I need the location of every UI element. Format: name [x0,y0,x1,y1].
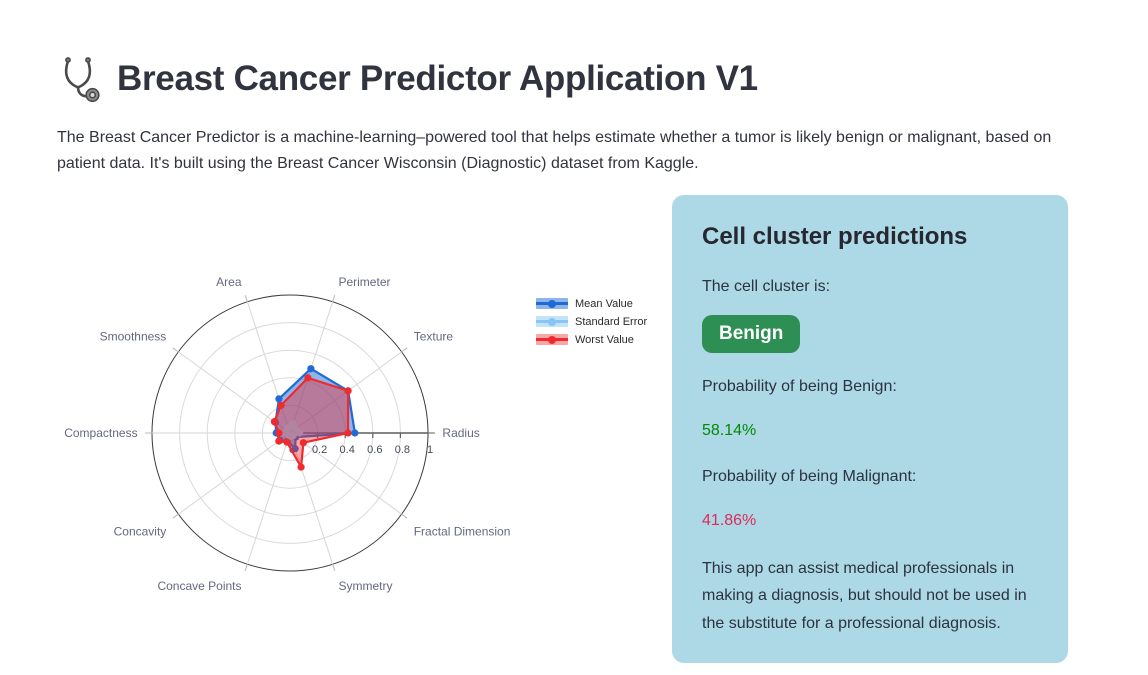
polar-spoke [289,432,334,565]
legend-item-mean-value[interactable]: Mean Value [536,298,647,310]
polar-spoke [246,432,291,565]
radar-marker [270,417,278,426]
axis-label-fractal-dimension: Fractal Dimension [414,524,511,538]
legend-item-standard-error[interactable]: Standard Error [536,316,647,328]
radar-marker [351,429,359,437]
radial-tick-label: 0.8 [395,444,410,456]
benign-probability-label: Probability of being Benign: [702,377,897,395]
legend-label: Mean Value [575,297,633,310]
axis-label-texture: Texture [414,329,454,343]
axis-label-smoothness: Smoothness [100,329,167,343]
axis-label-concave-points: Concave Points [157,579,241,593]
axis-label-concavity: Concavity [114,524,167,538]
prediction-card: Cell cluster predictions The cell cluste… [672,194,1068,664]
diagnosis-badge: Benign [702,314,801,353]
polar-spoke [289,432,402,515]
stethoscope-icon [57,55,105,103]
radial-tick-label: 0.4 [340,444,355,456]
angular-tick [172,513,179,519]
radar-marker [275,429,283,437]
app-header: Breast Cancer Predictor Application V1 [57,55,1125,103]
radar-marker [344,429,352,437]
radial-tick-label: 0.2 [312,444,327,456]
app-description: The Breast Cancer Predictor is a machine… [57,129,1052,172]
radar-marker [289,431,297,439]
axis-label-area: Area [216,275,242,289]
radar-chart: 00.20.40.60.81RadiusTexturePerimeterArea… [64,275,511,593]
legend-marker-dot [548,299,556,308]
radial-tick-label: 1 [427,444,433,456]
angular-tick [244,563,248,571]
axis-label-radius: Radius [442,426,479,440]
axis-label-compactness: Compactness [64,426,137,440]
radar-chart-panel: 00.20.40.60.81RadiusTexturePerimeterArea… [57,195,672,657]
polar-spoke [178,432,291,515]
radar-marker [299,438,307,447]
angular-tick [401,513,408,519]
main-row: 00.20.40.60.81RadiusTexturePerimeterArea… [57,194,1125,664]
chart-legend: Mean Value Standard Error Worst Value [536,298,647,346]
malignant-probability-value: 41.86% [702,511,757,529]
axis-label-perimeter: Perimeter [338,275,390,289]
legend-swatch [536,334,568,346]
cluster-intro-label: The cell cluster is: [702,277,831,295]
radial-tick-label: 0.6 [367,444,382,456]
legend-marker-dot [548,317,556,326]
angular-tick [332,563,336,571]
benign-probability-value: 58.14% [702,421,757,439]
radar-marker [307,364,315,373]
legend-label: Standard Error [575,315,648,328]
radar-marker [275,395,283,403]
axis-label-symmetry: Symmetry [338,579,392,593]
legend-swatch [536,316,568,328]
angular-tick [244,294,248,302]
radar-marker [297,463,305,471]
angular-tick [172,347,179,353]
card-title: Cell cluster predictions [702,222,968,250]
polar-spoke [178,351,291,434]
legend-item-worst-value[interactable]: Worst Value [536,334,647,346]
radar-marker [283,438,291,446]
angular-tick [401,347,408,353]
legend-marker-dot [548,335,556,344]
legend-swatch [536,298,568,310]
page-title: Breast Cancer Predictor Application V1 [117,59,758,98]
radar-marker [344,387,352,395]
malignant-probability-label: Probability of being Malignant: [702,467,917,485]
radar-marker [277,401,285,409]
angular-tick [332,294,336,302]
radar-marker [304,374,312,382]
disclaimer-text: This app can assist medical professional… [702,559,1027,632]
radar-marker [291,444,299,453]
radar-marker [275,437,283,445]
legend-label: Worst Value [575,333,634,346]
